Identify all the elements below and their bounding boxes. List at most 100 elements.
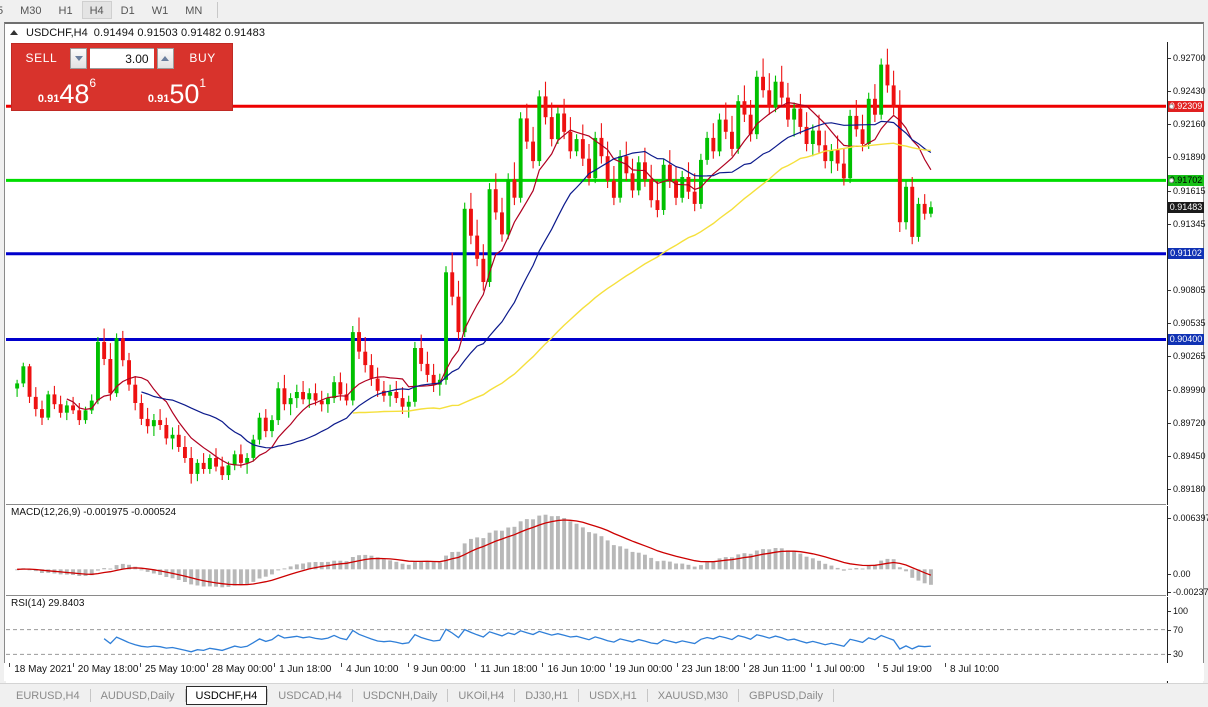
volume-decrement-button[interactable]	[69, 47, 88, 69]
price-badge-value: 0.91102	[1170, 248, 1202, 259]
time-axis-tick: 18 May 2021	[9, 663, 73, 675]
time-axis-tick: 19 Jun 00:00	[609, 663, 673, 675]
symbol-tab-ukoil[interactable]: UKOil,H4	[458, 690, 505, 702]
timeframe-toolbar: 5 M30 H1 H4 D1 W1 MN	[0, 0, 1208, 20]
price-scale-tick: 0.90805	[1168, 285, 1206, 295]
price-badge-value: 0.91702	[1169, 174, 1203, 185]
rsi-scale-tick: 70	[1168, 625, 1183, 635]
volume-increment-button[interactable]	[156, 47, 175, 69]
time-axis-tick: 5 Jul 19:00	[877, 663, 932, 675]
price-badge-blue[interactable]: 0.90400	[1168, 333, 1204, 345]
tab-divider	[184, 689, 186, 702]
price-badge-green[interactable]: 0.91702	[1168, 174, 1204, 186]
timeframe-button-m30[interactable]: M30	[20, 5, 42, 17]
rsi-scale-tick: 30	[1168, 649, 1183, 659]
macd-pane[interactable]: MACD(12,26,9) -0.001975 -0.000524	[6, 506, 1166, 596]
time-axis-tick: 28 Jun 11:00	[743, 663, 806, 675]
trade-controls-row: SELL 3.00 BUY	[12, 44, 232, 70]
price-scale-tick: 0.90265	[1168, 351, 1206, 361]
tab-divider	[514, 689, 516, 702]
sell-button[interactable]: SELL	[16, 47, 67, 69]
macd-svg	[15, 514, 933, 588]
rsi-svg	[6, 628, 1166, 655]
tab-divider	[351, 689, 353, 702]
macd-scale-axis: 0.006397 0.00 -0.00237	[1167, 506, 1208, 597]
time-axis-tick: 1 Jul 00:00	[810, 663, 865, 675]
price-scale-tick: 0.89720	[1168, 418, 1206, 428]
price-scale-tick: 0.92430	[1168, 86, 1206, 96]
time-axis: 18 May 2021 20 May 18:00 25 May 10:00 28 Ma…	[4, 663, 1204, 681]
price-scale-tick: 0.89450	[1168, 451, 1206, 461]
tab-divider	[447, 689, 449, 702]
rsi-label: RSI(14) 29.8403	[11, 598, 85, 609]
timeframe-button-5[interactable]: 5	[0, 5, 4, 17]
chart-header: USDCHF,H4 0.91494 0.91503 0.91482 0.9148…	[5, 24, 1203, 41]
price-chart-svg	[6, 48, 1166, 484]
symbol-tab-usdcnh[interactable]: USDCNH,Daily	[362, 690, 438, 702]
price-scale-tick: 0.89180	[1168, 484, 1206, 494]
symbol-tab-xauusd[interactable]: XAUUSD,M30	[657, 690, 729, 702]
time-axis-tick: 8 Jul 10:00	[945, 663, 999, 675]
timeframe-button-h4[interactable]: H4	[81, 1, 112, 19]
price-scale-tick: 0.92700	[1168, 53, 1206, 63]
tab-divider	[646, 689, 648, 702]
rsi-scale-tick: 100	[1168, 606, 1188, 616]
tab-divider	[738, 689, 740, 702]
buy-price-point: 1	[199, 76, 207, 90]
price-badge-red[interactable]: 0.92309	[1168, 100, 1204, 112]
time-axis-tick: 16 Jun 10:00	[542, 663, 606, 675]
tab-divider	[267, 689, 269, 702]
timeframe-button-d1[interactable]: D1	[120, 5, 135, 17]
tab-divider	[833, 689, 835, 702]
collapse-triangle-icon[interactable]	[10, 30, 18, 35]
symbol-tab-usdx[interactable]: USDX,H1	[589, 690, 637, 702]
time-axis-tick: 20 May 18:00	[72, 663, 139, 675]
symbol-tab-eurusd[interactable]: EURUSD,H4	[16, 690, 80, 702]
time-axis-tick: 11 Jun 18:00	[475, 663, 538, 675]
volume-input[interactable]: 3.00	[90, 47, 154, 69]
symbol-tab-dj30[interactable]: DJ30,H1	[525, 690, 569, 702]
chevron-up-icon	[161, 55, 170, 61]
tab-divider	[89, 689, 91, 702]
chevron-down-icon	[74, 55, 83, 61]
price-badge-black[interactable]: 0.91483	[1168, 201, 1204, 213]
macd-scale-tick: 0.00	[1168, 569, 1191, 579]
symbol-tab-gbpusd[interactable]: GBPUSD,Daily	[749, 690, 824, 702]
sell-price-point: 6	[89, 76, 97, 90]
time-axis-tick: 4 Jun 10:00	[341, 663, 399, 675]
toolbar-separator	[217, 2, 219, 18]
buy-price-main: 50	[169, 79, 200, 109]
price-badge-value: 0.90400	[1169, 333, 1203, 344]
price-scale-tick: 0.89990	[1168, 385, 1206, 395]
macd-label: MACD(12,26,9) -0.001975 -0.000524	[11, 507, 177, 518]
level-handle-icon[interactable]	[1169, 103, 1174, 109]
symbol-tab-usdcad[interactable]: USDCAD,H4	[278, 690, 342, 702]
sell-price-box[interactable]: 0.91 48 6	[13, 70, 121, 109]
buy-price-box[interactable]: 0.91 50 1	[123, 70, 231, 109]
price-scale-tick: 0.90535	[1168, 318, 1206, 328]
price-badge-value: 0.92309	[1169, 100, 1203, 111]
price-badge-blue[interactable]: 0.91102	[1168, 248, 1204, 260]
time-axis-tick: 9 Jun 00:00	[408, 663, 466, 675]
level-handle-icon[interactable]	[1169, 177, 1174, 183]
sell-price-prefix: 0.91	[37, 93, 60, 105]
time-axis-tick: 1 Jun 18:00	[274, 663, 332, 675]
timeframe-button-w1[interactable]: W1	[151, 5, 169, 17]
macd-scale-tick: 0.006397	[1168, 513, 1208, 523]
time-axis-tick: 25 May 10:00	[139, 663, 206, 675]
symbol-tab-usdchf[interactable]: USDCHF,H4	[185, 686, 268, 705]
price-badge-value: 0.91483	[1169, 201, 1203, 212]
buy-button[interactable]: BUY	[177, 47, 228, 69]
time-axis-tick: 23 Jun 18:00	[676, 663, 740, 675]
timeframe-button-mn[interactable]: MN	[185, 5, 203, 17]
chart-window: USDCHF,H4 0.91494 0.91503 0.91482 0.9148…	[4, 22, 1208, 683]
symbol-tab-audusd[interactable]: AUDUSD,Daily	[100, 690, 175, 702]
symbol-tab-bar: EURUSD,H4 AUDUSD,Daily USDCHF,H4 USDCAD,H4 U…	[0, 683, 1208, 707]
price-scale-axis[interactable]: 0.92700 0.92430 0.92160 0.91890 0.91615 0.913…	[1167, 42, 1206, 505]
tab-divider	[578, 689, 580, 702]
macd-scale-tick: -0.00237	[1168, 587, 1208, 597]
trade-prices-row: 0.91 48 6 0.91 50 1	[12, 70, 232, 110]
sell-price-main: 48	[59, 79, 90, 109]
price-chart-pane[interactable]	[6, 42, 1166, 505]
timeframe-button-h1[interactable]: H1	[58, 5, 73, 17]
